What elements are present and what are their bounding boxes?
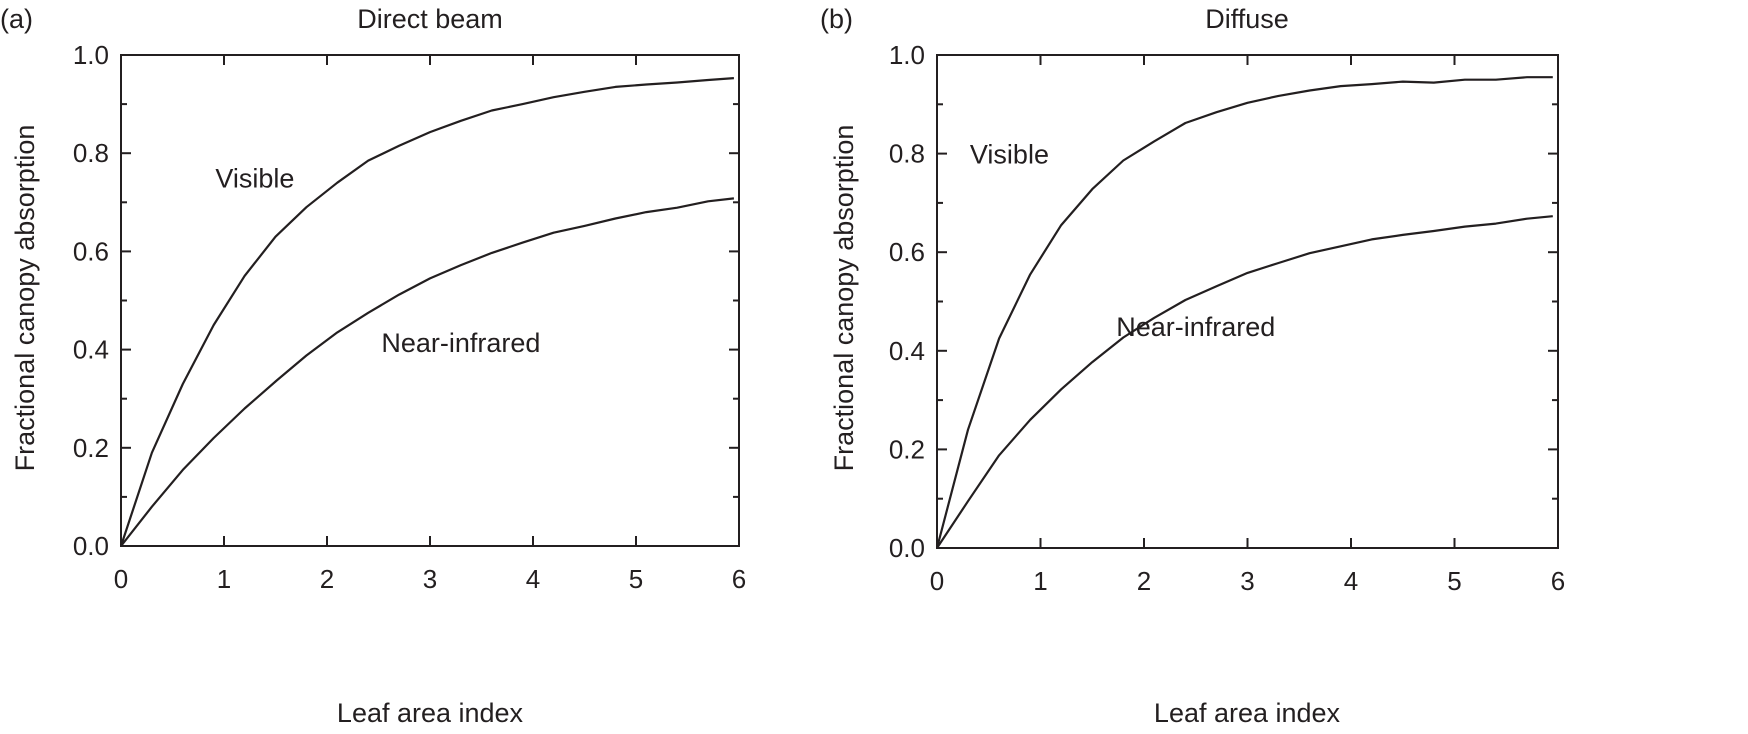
x-tick-label: 4 (526, 564, 540, 594)
x-tick-label: 5 (1447, 566, 1461, 596)
panel-label: (a) (0, 4, 33, 34)
x-axis-label: Leaf area index (1154, 698, 1341, 728)
series-annotation: Near-infrared (1116, 312, 1275, 342)
x-tick-labels: 0 1 2 3 4 5 6 (114, 564, 746, 594)
x-tick-label: 1 (1033, 566, 1047, 596)
plot-frame (936, 54, 1559, 549)
y-tick-label: 0.8 (889, 139, 925, 169)
series-line (120, 197, 735, 547)
series-line (936, 215, 1553, 549)
y-tick-labels: 0.0 0.2 0.4 0.6 0.8 1.0 (73, 40, 109, 561)
y-tick-label: 0.2 (73, 433, 109, 463)
y-tick-labels: 0.0 0.2 0.4 0.6 0.8 1.0 (889, 40, 925, 563)
x-tick-label: 0 (930, 566, 944, 596)
x-tick-label: 2 (1137, 566, 1151, 596)
tick-marks (936, 54, 1559, 549)
series-annotation: Visible (970, 139, 1049, 169)
y-tick-label: 0.2 (889, 434, 925, 464)
x-tick-label: 4 (1344, 566, 1358, 596)
tick-marks (120, 54, 740, 547)
y-axis-label: Fractional canopy absorption (829, 125, 859, 472)
y-tick-label: 0.0 (889, 533, 925, 563)
series-annotation: Near-infrared (381, 328, 540, 358)
y-tick-label: 1.0 (889, 40, 925, 70)
x-tick-label: 3 (423, 564, 437, 594)
y-tick-label: 0.0 (73, 531, 109, 561)
y-tick-label: 0.8 (73, 138, 109, 168)
chart-title: Diffuse (1205, 4, 1289, 34)
panel-b: (b) Diffuse Leaf area index Fractional c… (820, 4, 1565, 728)
y-axis-label: Fractional canopy absorption (10, 125, 40, 472)
y-tick-label: 0.6 (73, 236, 109, 266)
x-tick-label: 6 (1551, 566, 1565, 596)
series-line (935, 76, 1553, 549)
x-tick-label: 0 (114, 564, 128, 594)
x-tick-label: 6 (732, 564, 746, 594)
panel-label: (b) (820, 4, 853, 34)
x-tick-label: 1 (217, 564, 231, 594)
y-tick-label: 0.4 (889, 336, 925, 366)
series-annotation: Visible (215, 164, 294, 194)
x-tick-label: 3 (1240, 566, 1254, 596)
y-tick-label: 1.0 (73, 40, 109, 70)
x-tick-label: 2 (320, 564, 334, 594)
x-axis-label: Leaf area index (337, 698, 524, 728)
x-tick-labels: 0 1 2 3 4 5 6 (930, 566, 1565, 596)
y-tick-label: 0.6 (889, 237, 925, 267)
y-tick-label: 0.4 (73, 335, 109, 365)
plot-frame (120, 54, 740, 547)
series-line (119, 77, 734, 547)
chart-title: Direct beam (357, 4, 503, 34)
x-tick-label: 5 (629, 564, 643, 594)
panel-a: (a) Direct beam Leaf area index Fraction… (0, 4, 746, 728)
